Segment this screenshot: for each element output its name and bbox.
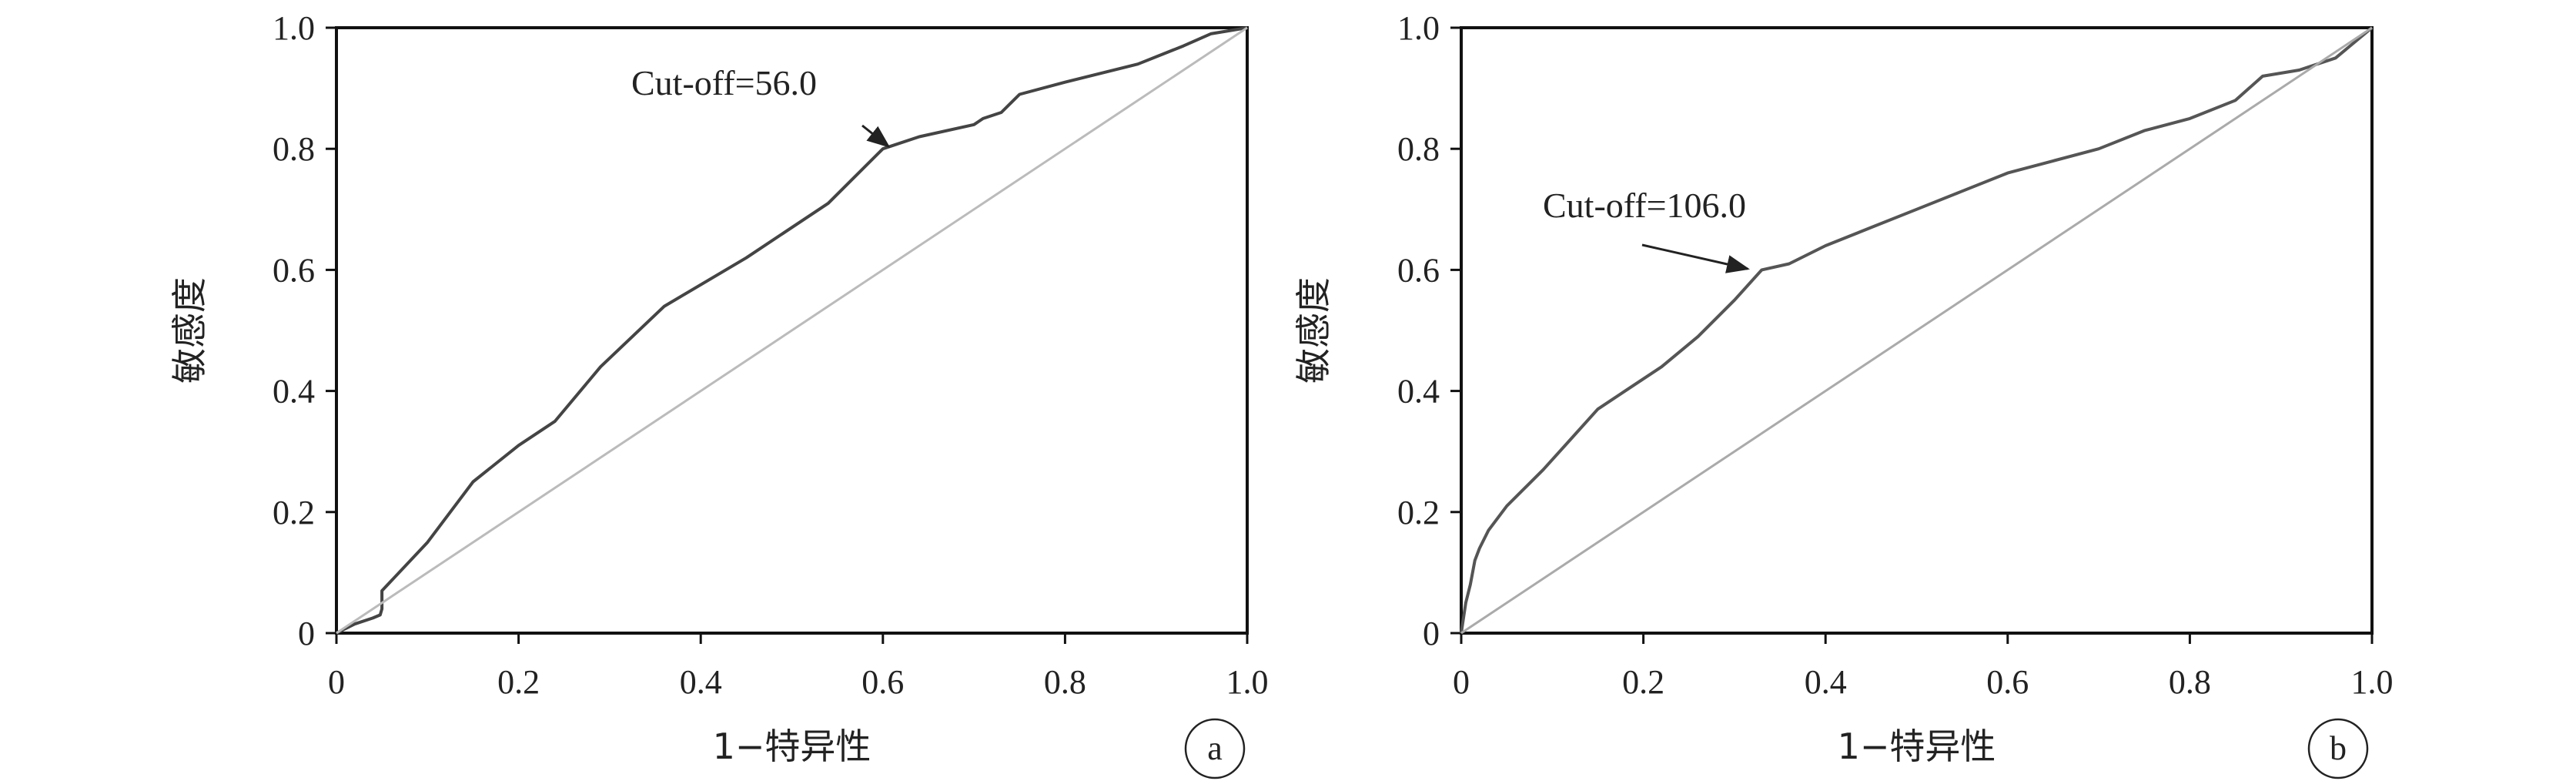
x-tick-label: 1.0	[1226, 663, 1269, 701]
y-tick-label: 0.6	[273, 251, 315, 289]
cutoff-arrow	[1641, 243, 1750, 273]
y-tick-label: 0.4	[273, 373, 315, 411]
cutoff-arrow	[861, 124, 891, 148]
plot-frame	[335, 26, 1249, 635]
y-tick-label: 1.0	[273, 9, 315, 47]
x-tick-label: 0.8	[2169, 663, 2211, 701]
y-tick-label: 0.4	[1397, 373, 1440, 411]
x-tick-label: 0	[328, 663, 345, 701]
y-tick-label: 0	[1423, 615, 1440, 652]
x-tick-label: 0.4	[1805, 663, 1847, 701]
x-tick-label: 0.2	[1622, 663, 1664, 701]
x-tick-label: 0.6	[1986, 663, 2029, 701]
panel-badge-circle	[2307, 718, 2369, 779]
panel-label: b	[2330, 729, 2347, 767]
plot-frame	[1460, 26, 2374, 635]
x-tick-label: 0.6	[861, 663, 904, 701]
x-axis-label: 1−特异性	[713, 726, 871, 767]
chart-panel-a: 0 0.2 0.4 0.6 0.8 1.0 0 0.2 0.4 0.6 0.8 1.0 Cut-off=…	[169, 9, 1269, 779]
x-tick-label: 0.4	[680, 663, 722, 701]
panel-badge-circle	[1184, 718, 1246, 779]
x-tick-label: 0.2	[497, 663, 540, 701]
y-tick-label: 0	[298, 615, 315, 652]
panel-label: a	[1207, 729, 1223, 767]
y-tick-label: 0.2	[273, 494, 315, 531]
chart-panel-b: 0 0.2 0.4 0.6 0.8 1.0 0 0.2 0.4 0.6 0.8 1.0 Cut-off=…	[1293, 9, 2394, 779]
y-tick-label: 0.2	[1397, 494, 1440, 531]
cutoff-annotation: Cut-off=106.0	[1543, 186, 1746, 225]
roc-curve	[1460, 26, 2374, 634]
y-tick-label: 0.6	[1397, 251, 1440, 289]
y-tick-label: 0.8	[273, 130, 315, 168]
cutoff-annotation: Cut-off=56.0	[631, 63, 817, 102]
y-tick-label: 0.8	[1397, 130, 1440, 168]
x-tick-label: 0	[1453, 663, 1470, 701]
reference-diagonal	[336, 26, 1248, 635]
y-axis-label: 敏感度	[169, 277, 210, 384]
roc-curve	[336, 26, 1248, 635]
x-tick-label: 1.0	[2351, 663, 2394, 701]
y-axis-label: 敏感度	[1293, 277, 1334, 384]
x-tick-label: 0.8	[1044, 663, 1086, 701]
reference-diagonal	[1460, 26, 2373, 635]
x-axis-label: 1−特异性	[1838, 726, 1996, 767]
y-tick-label: 1.0	[1397, 9, 1440, 47]
